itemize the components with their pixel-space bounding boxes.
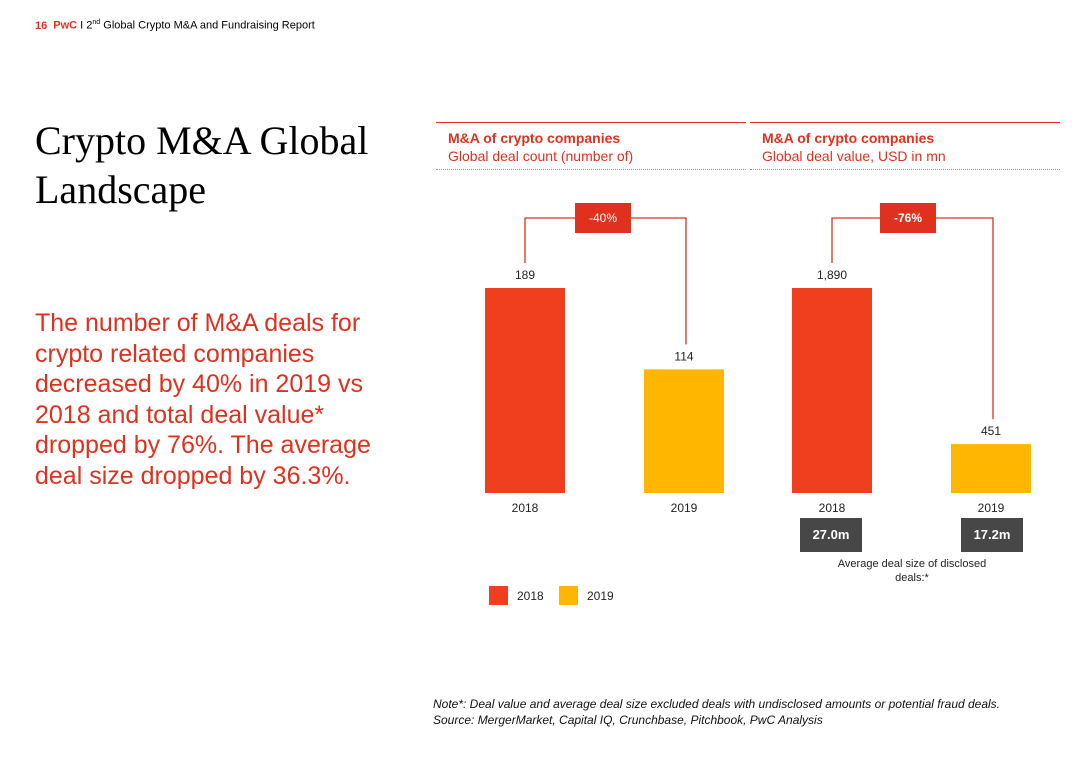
header-separator: I	[80, 19, 84, 32]
chart2-category-label-2019: 2019	[978, 501, 1005, 515]
legend-swatch-2018	[489, 586, 508, 605]
chart1-category-label-2018: 2018	[512, 501, 539, 515]
legend-label-2018: 2018	[517, 589, 544, 603]
avg-deal-size-2019: 17.2m	[961, 518, 1023, 552]
chart2-header: M&A of crypto companies Global deal valu…	[750, 122, 1060, 170]
chart1-header: M&A of crypto companies Global deal coun…	[436, 122, 746, 170]
chart1-change-bracket-left	[524, 217, 575, 263]
page-header: 16 PwC I 2nd Global Crypto M&A and Fundra…	[35, 19, 315, 32]
report-title-prefix: 2	[86, 19, 93, 32]
report-title: Global Crypto M&A and Fundraising Report	[103, 19, 315, 32]
chart1-title: M&A of crypto companies	[448, 130, 621, 146]
chart1-bar-2019	[644, 369, 724, 493]
chart1-value-label-2018: 189	[515, 268, 535, 282]
chart2-change-bracket-right	[936, 217, 994, 420]
chart1-change-label: -40%	[589, 211, 617, 225]
chart1-subtitle: Global deal count (number of)	[448, 148, 634, 164]
chart2-value-label-2018: 1,890	[817, 268, 847, 282]
avg-deal-size-2018: 27.0m	[800, 518, 862, 552]
chart2-bar-2019	[951, 444, 1031, 493]
chart1-category-label-2019: 2019	[671, 501, 698, 515]
avg-deal-size-caption: Average deal size of disclosed deals:*	[837, 558, 987, 584]
chart1-bar-2018	[485, 288, 565, 493]
legend-label-2019: 2019	[587, 589, 614, 603]
chart1-value-label-2019: 114	[674, 349, 693, 363]
chart2-title: M&A of crypto companies	[762, 130, 935, 146]
summary-text: The number of M&A deals for crypto relat…	[35, 309, 371, 490]
footnote: Note*: Deal value and average deal size …	[433, 696, 1000, 728]
chart2-change-bracket-left	[831, 217, 880, 263]
chart1-change-bracket-right	[631, 217, 687, 345]
chart2-value-label-2019: 451	[981, 424, 1001, 438]
brand-name: PwC	[53, 19, 78, 32]
legend-swatch-2019	[559, 586, 578, 605]
source-text: Source: MergerMarket, Capital IQ, Crunch…	[433, 713, 823, 727]
note-text: Note*: Deal value and average deal size …	[433, 697, 1001, 711]
chart2-change-badge	[880, 203, 936, 233]
report-title-sup: nd	[92, 19, 101, 26]
page-title: Crypto M&A Global Landscape	[35, 118, 369, 212]
page-number: 16	[35, 19, 48, 32]
chart1-change-badge	[575, 203, 631, 233]
chart2-change-label: -76%	[894, 211, 922, 225]
chart2-category-label-2018: 2018	[819, 501, 846, 515]
chart2-subtitle: Global deal value, USD in mn	[762, 148, 946, 164]
chart2-bar-2018	[792, 288, 872, 493]
